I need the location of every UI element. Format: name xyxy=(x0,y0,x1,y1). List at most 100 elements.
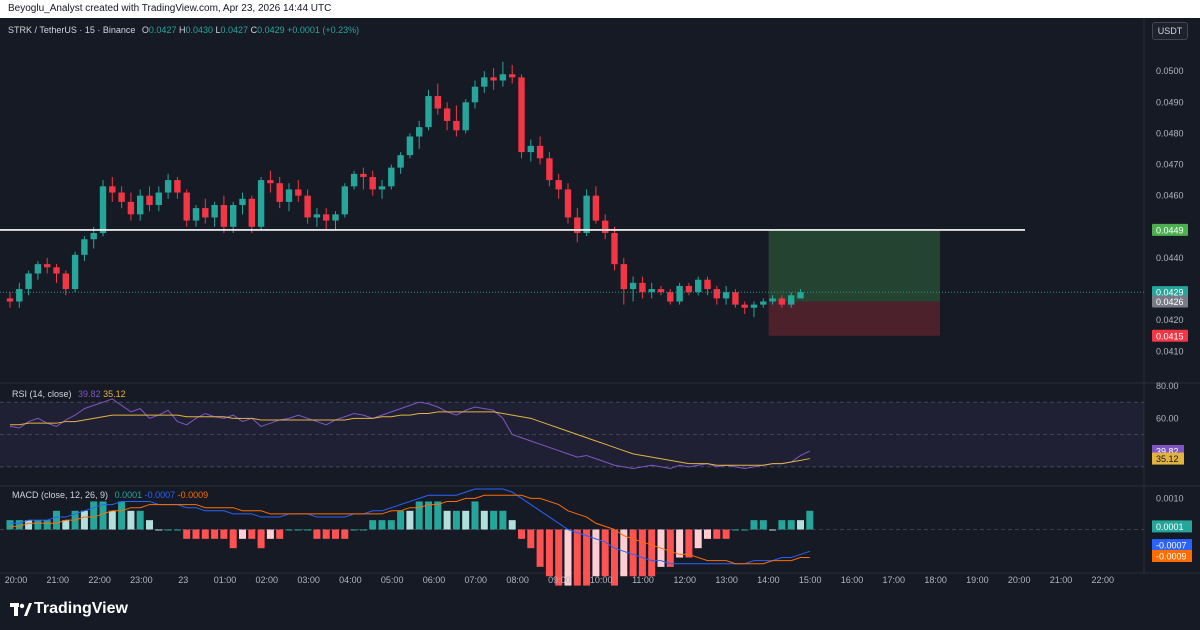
time-tick-label: 17:00 xyxy=(883,575,906,585)
time-tick-label: 22:00 xyxy=(88,575,111,585)
macd-histogram-bar xyxy=(155,529,163,531)
candle-body xyxy=(611,233,618,265)
candle-body xyxy=(155,192,162,205)
candle-body xyxy=(71,254,79,290)
macd-histogram-bar xyxy=(778,520,786,530)
macd-histogram-bar xyxy=(694,529,702,549)
rsi-ma-line xyxy=(10,411,810,466)
ohlc-low: 0.0427 xyxy=(220,25,249,35)
macd-histogram-bar xyxy=(480,510,488,530)
candle-body xyxy=(378,186,386,190)
macd-tick-label: 0.0010 xyxy=(1156,493,1184,503)
macd-histogram-bar xyxy=(583,529,591,586)
macd-histogram-bar xyxy=(304,529,312,531)
macd-histogram-bar xyxy=(704,529,711,539)
price-tick-label: 0.0440 xyxy=(1156,253,1184,263)
macd-signal-line xyxy=(10,494,810,565)
candle-body xyxy=(555,180,562,190)
candle-body xyxy=(778,298,786,305)
time-tick-label: 08:00 xyxy=(506,575,529,585)
candle-body xyxy=(546,158,553,181)
macd-histogram-bar xyxy=(164,529,172,531)
rsi-ma-value: 35.12 xyxy=(103,389,126,399)
time-tick-label: 19:00 xyxy=(966,575,989,585)
target-zone xyxy=(768,229,940,302)
candle-body xyxy=(332,214,339,221)
candle-body xyxy=(788,295,795,305)
price-label-text: 0.0429 xyxy=(1156,288,1184,298)
time-tick-label: 16:00 xyxy=(841,575,864,585)
time-tick-label: 23:00 xyxy=(130,575,153,585)
ohlc-close: 0.0429 xyxy=(257,25,285,35)
macd-histogram-bar xyxy=(425,501,432,530)
macd-histogram-bar xyxy=(518,529,525,539)
symbol-header: STRK / TetherUS · 15 · Binance O0.0427 H… xyxy=(8,25,359,35)
macd-histogram-bar xyxy=(471,501,479,530)
price-label-text: 0.0426 xyxy=(1156,297,1184,307)
time-tick-label: 04:00 xyxy=(339,575,362,585)
macd-histogram-bar xyxy=(666,529,674,567)
macd-histogram-bar xyxy=(220,529,228,539)
candle-body xyxy=(639,282,646,293)
candle-body xyxy=(276,183,283,202)
price-tick-label: 0.0490 xyxy=(1156,97,1184,107)
time-tick-label: 11:00 xyxy=(632,575,654,585)
macd-histogram-bar xyxy=(211,529,219,539)
macd-hist-badge xyxy=(1152,520,1192,533)
candle-body xyxy=(81,239,88,255)
grid-lines xyxy=(0,18,1200,574)
candle-body xyxy=(443,108,451,121)
macd-histogram-bar xyxy=(638,529,646,577)
tradingview-logo-icon xyxy=(10,603,32,616)
time-tick-label: 23 xyxy=(178,575,188,585)
time-tick-label: 01:00 xyxy=(214,575,237,585)
macd-histogram-bar xyxy=(248,529,256,539)
time-tick-label: 02:00 xyxy=(256,575,279,585)
macd-signal-value: -0.0009 xyxy=(177,490,209,500)
macd-histogram-bar xyxy=(62,520,70,530)
candle-body xyxy=(109,186,116,193)
time-tick-label: 14:00 xyxy=(757,575,780,585)
candle-body xyxy=(564,189,572,218)
macd-histogram-bar xyxy=(25,520,33,530)
macd-histogram-bar xyxy=(294,529,302,531)
macd-line xyxy=(10,488,810,565)
rsi-line xyxy=(9,398,811,469)
candlesticks xyxy=(6,61,804,318)
time-tick-label: 18:00 xyxy=(924,575,947,585)
time-tick-label: 07:00 xyxy=(465,575,488,585)
candle-body xyxy=(369,176,376,190)
macd-histogram-bar xyxy=(350,529,358,531)
candle-body xyxy=(471,86,479,103)
candle-body xyxy=(499,74,507,81)
macd-histogram-bar xyxy=(90,501,98,530)
macd-title: MACD (close, 12, 26, 9) xyxy=(12,490,109,500)
candle-body xyxy=(722,292,730,299)
price-label-text: 0.0415 xyxy=(1156,331,1184,341)
ohlc-c-label: C xyxy=(250,25,258,35)
candle-body xyxy=(350,173,358,187)
rsi-ma-badge xyxy=(1152,452,1184,465)
macd-histogram-bar xyxy=(806,510,814,530)
candle-body xyxy=(490,77,497,81)
macd-histogram-bar xyxy=(276,529,284,539)
macd-histogram-bar xyxy=(545,529,553,577)
candle-body xyxy=(257,180,265,227)
price-label-badge xyxy=(1152,223,1188,236)
candle-body xyxy=(536,145,544,159)
macd-histogram-bar xyxy=(15,520,23,530)
candle-body xyxy=(769,298,776,302)
macd-histogram-bar xyxy=(239,529,246,539)
macd-histogram-bar xyxy=(592,529,600,577)
candle-body xyxy=(713,289,720,299)
time-tick-label: 06:00 xyxy=(423,575,446,585)
candle-body xyxy=(629,282,637,290)
candle-body xyxy=(657,289,665,293)
ohlc-l-label: L xyxy=(215,25,221,35)
macd-histogram-bar xyxy=(201,529,209,539)
macd-histogram-bar xyxy=(629,529,637,577)
rsi-ma-badge-text: 35.12 xyxy=(1156,454,1179,464)
currency-button[interactable]: USDT xyxy=(1152,22,1188,40)
candle-body xyxy=(53,267,60,274)
